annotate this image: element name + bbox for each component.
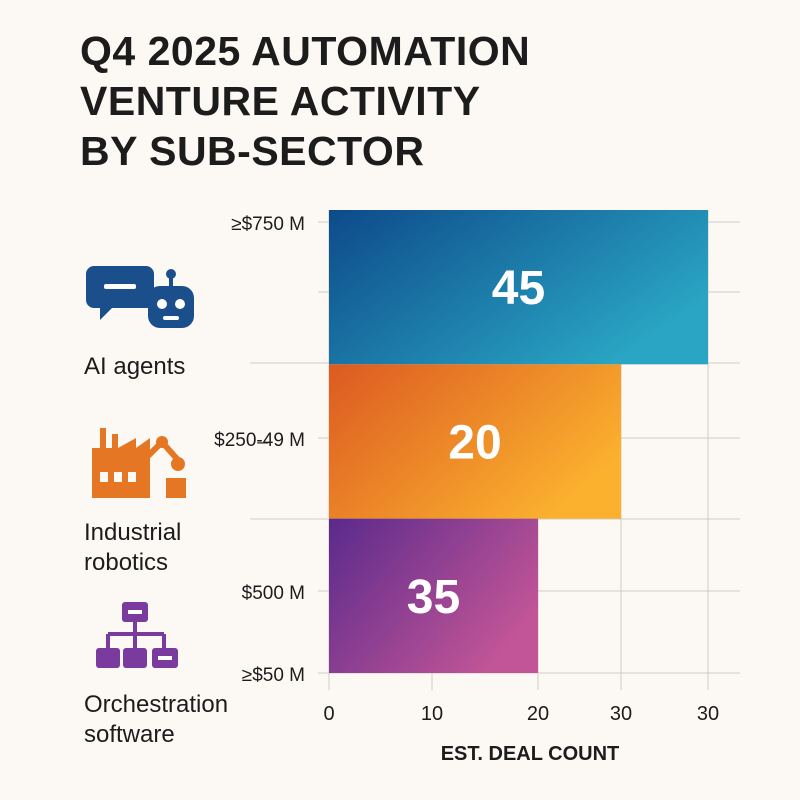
y-tick-label: $500 M [242, 583, 305, 604]
x-tick-label: 0 [323, 703, 334, 725]
title-line: BY SUB-SECTOR [80, 128, 425, 174]
flowchart-icon [96, 602, 178, 668]
y-tick-label: ≥$50 M [242, 665, 305, 686]
chat-robot-icon [86, 266, 194, 328]
x-tick-label: 10 [421, 703, 443, 725]
category-label: AI agents [84, 353, 186, 380]
y-tick-label: ≥$750 M [231, 214, 305, 235]
chart-title: Q4 2025 AUTOMATION VENTURE ACTIVITY BY S… [80, 26, 720, 176]
bar [329, 364, 621, 519]
bar-value-label: 35 [407, 571, 460, 624]
x-tick-label: 30 [697, 703, 719, 725]
bar-value-label: 45 [492, 262, 545, 315]
x-tick-label: 30 [610, 703, 632, 725]
factory-robot-arm-icon [92, 428, 186, 498]
bar-value-label: 20 [448, 417, 501, 470]
x-axis-label: EST. DEAL COUNT [441, 743, 620, 765]
y-tick-label: $250-̶49 M [214, 430, 305, 451]
category-label: Orchestration software [84, 691, 229, 748]
x-tick-label: 20 [527, 703, 549, 725]
bar [329, 210, 708, 365]
bar [329, 518, 538, 673]
title-line: Q4 2025 AUTOMATION [80, 28, 531, 74]
title-line: VENTURE ACTIVITY [80, 78, 481, 124]
category-label: Industrial robotics [84, 519, 182, 576]
